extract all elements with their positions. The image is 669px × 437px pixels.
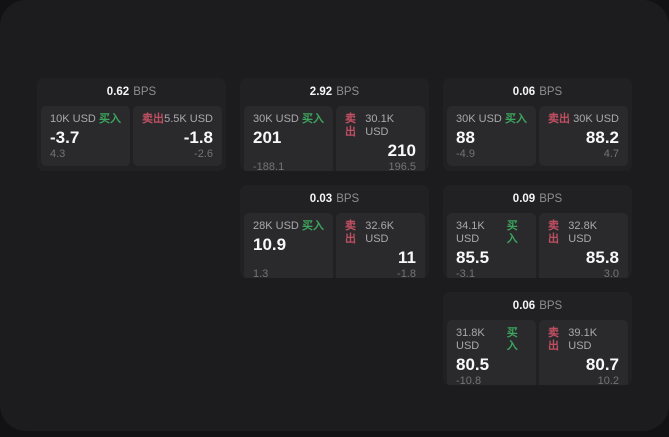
sell-sub-value: -2.6 (194, 148, 213, 160)
buy-price: -3.7 (50, 128, 80, 147)
sell-amount: 39.1K USD (568, 327, 598, 352)
buy-amount: 34.1K USD (456, 220, 485, 245)
sell-quote-panel[interactable]: 卖出 39.1K USD 80.7 10.2 (539, 320, 628, 385)
buy-button[interactable]: 买入 (302, 220, 324, 232)
buy-amount: 31.8K USD (456, 327, 485, 352)
sell-sub-value: 196.5 (388, 161, 416, 171)
spread-header: 0.06 BPS (443, 292, 632, 320)
spread-unit: BPS (539, 86, 563, 98)
spread-value: 0.62 (106, 86, 130, 98)
spread-value: 0.09 (512, 193, 536, 205)
sell-button[interactable]: 卖出 (142, 113, 164, 125)
buy-button[interactable]: 买入 (99, 113, 121, 125)
spread-unit: BPS (133, 86, 157, 98)
spread-unit: BPS (539, 300, 563, 312)
spread-header: 2.92 BPS (240, 78, 429, 106)
buy-amount: 28K USD (253, 220, 299, 232)
spread-unit: BPS (336, 86, 360, 98)
sell-amount: 5.5K USD (164, 113, 213, 125)
buy-button[interactable]: 买入 (302, 113, 324, 125)
buy-price: 88 (456, 128, 475, 147)
buy-quote-panel[interactable]: 34.1K USD 买入 85.5 -3.1 (447, 213, 536, 278)
buy-quote-panel[interactable]: 31.8K USD 买入 80.5 -10.8 (447, 320, 536, 385)
sell-price: 80.7 (585, 355, 619, 374)
spread-header: 0.62 BPS (37, 78, 226, 106)
sell-quote-panel[interactable]: 卖出 32.8K USD 85.8 3.0 (539, 213, 628, 278)
sell-button[interactable]: 卖出 (548, 327, 559, 352)
buy-amount: 10K USD (50, 113, 96, 125)
quote-card: 2.92 BPS 30K USD 买入 201 -188.1 卖出 30.1K … (240, 78, 429, 171)
sell-amount: 32.8K USD (568, 220, 598, 245)
buy-sub-value: 1.3 (253, 268, 269, 278)
sell-amount: 32.6K USD (365, 220, 395, 245)
buy-price: 10.9 (253, 235, 287, 254)
sell-price: 85.8 (585, 248, 619, 267)
sell-sub-value: 4.7 (603, 148, 619, 160)
sell-quote-panel[interactable]: 卖出 30K USD 88.2 4.7 (539, 106, 628, 166)
quote-card: 0.06 BPS 30K USD 买入 88 -4.9 卖出 30K USD (443, 78, 632, 171)
buy-quote-panel[interactable]: 30K USD 买入 88 -4.9 (447, 106, 536, 166)
buy-amount: 30K USD (253, 113, 299, 125)
spread-value: 2.92 (309, 86, 333, 98)
buy-sub-value: -188.1 (253, 161, 285, 171)
buy-button[interactable]: 买入 (506, 220, 518, 245)
buy-sub-value: -4.9 (456, 148, 475, 160)
buy-sub-value: -3.1 (456, 268, 475, 278)
quote-card: 0.06 BPS 31.8K USD 买入 80.5 -10.8 卖出 39.1… (443, 292, 632, 385)
sell-sub-value: 3.0 (603, 268, 619, 278)
sell-button[interactable]: 卖出 (345, 220, 356, 245)
spread-value: 0.06 (512, 300, 536, 312)
sell-sub-value: 10.2 (597, 375, 619, 385)
sell-button[interactable]: 卖出 (548, 220, 559, 245)
sell-amount: 30.1K USD (365, 113, 395, 138)
spread-header: 0.03 BPS (240, 185, 429, 213)
buy-button[interactable]: 买入 (505, 113, 527, 125)
spread-unit: BPS (539, 193, 563, 205)
spread-header: 0.09 BPS (443, 185, 632, 213)
quote-card: 0.09 BPS 34.1K USD 买入 85.5 -3.1 卖出 32.8K… (443, 185, 632, 278)
sell-price: 11 (398, 248, 416, 267)
buy-price: 85.5 (456, 248, 490, 267)
buy-sub-value: 4.3 (50, 148, 66, 160)
buy-button[interactable]: 买入 (506, 327, 518, 352)
sell-quote-panel[interactable]: 卖出 5.5K USD -1.8 -2.6 (133, 106, 222, 166)
buy-quote-panel[interactable]: 30K USD 买入 201 -188.1 (244, 106, 333, 171)
quote-card: 0.62 BPS 10K USD 买入 -3.7 4.3 卖出 5.5K USD (37, 78, 226, 171)
spread-value: 0.03 (309, 193, 333, 205)
spread-header: 0.06 BPS (443, 78, 632, 106)
buy-quote-panel[interactable]: 28K USD 买入 10.9 1.3 (244, 213, 333, 278)
spread-unit: BPS (336, 193, 360, 205)
quote-card: 0.03 BPS 28K USD 买入 10.9 1.3 卖出 32.6K US… (240, 185, 429, 278)
sell-sub-value: -1.8 (397, 268, 416, 278)
sell-price: 210 (387, 141, 416, 160)
sell-quote-panel[interactable]: 卖出 30.1K USD 210 196.5 (336, 106, 425, 171)
sell-price: 88.2 (585, 128, 619, 147)
sell-quote-panel[interactable]: 卖出 32.6K USD 11 -1.8 (336, 213, 425, 278)
buy-price: 201 (253, 128, 282, 147)
buy-quote-panel[interactable]: 10K USD 买入 -3.7 4.3 (41, 106, 130, 166)
sell-button[interactable]: 卖出 (345, 113, 356, 138)
sell-price: -1.8 (183, 128, 213, 147)
buy-sub-value: -10.8 (456, 375, 482, 385)
sell-button[interactable]: 卖出 (548, 113, 570, 125)
buy-price: 80.5 (456, 355, 490, 374)
quote-card-grid: 0.62 BPS 10K USD 买入 -3.7 4.3 卖出 5.5K USD (37, 78, 632, 385)
sell-amount: 30K USD (573, 113, 619, 125)
spread-value: 0.06 (512, 86, 536, 98)
buy-amount: 30K USD (456, 113, 502, 125)
